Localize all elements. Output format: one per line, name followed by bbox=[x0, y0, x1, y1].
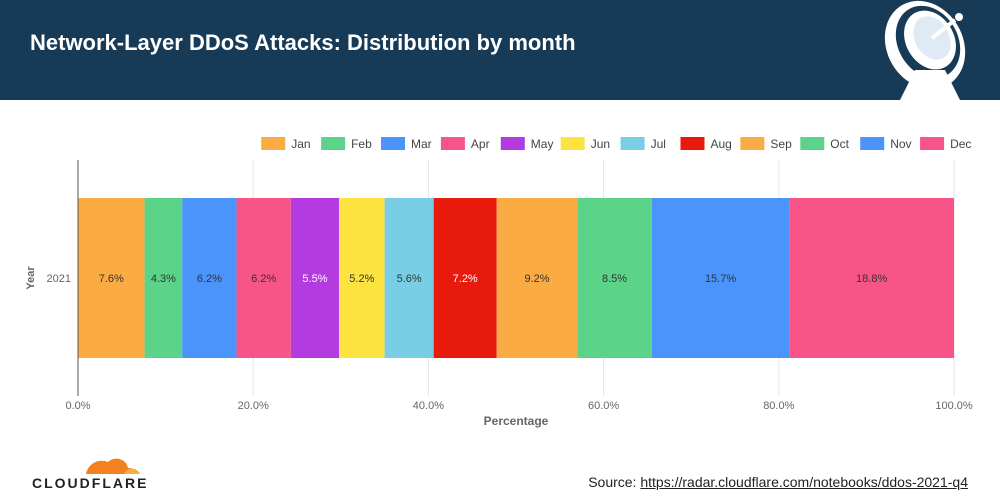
data-label-sep: 9.2% bbox=[524, 273, 549, 285]
bar-dec bbox=[789, 198, 954, 358]
legend-label-may: May bbox=[531, 137, 554, 151]
x-tick-label: 60.0% bbox=[588, 400, 619, 412]
data-label-may: 5.5% bbox=[302, 273, 327, 285]
data-label-apr: 6.2% bbox=[251, 273, 276, 285]
chart-title: Network-Layer DDoS Attacks: Distribution… bbox=[30, 30, 576, 55]
legend-label-nov: Nov bbox=[890, 137, 911, 151]
x-tick-label: 80.0% bbox=[763, 400, 794, 412]
bar-apr bbox=[236, 198, 291, 358]
source-label: Source: bbox=[588, 474, 637, 490]
legend-swatch-feb bbox=[321, 137, 346, 150]
axes: 0.0% 20.0% 40.0% 60.0% 80.0% 100.0% Percentage… bbox=[25, 160, 973, 428]
satellite-dish-icon bbox=[884, 0, 966, 100]
data-label-dec: 18.8% bbox=[856, 273, 887, 285]
legend-label-aug: Aug bbox=[711, 137, 732, 151]
y-axis-label: Year bbox=[25, 266, 37, 290]
source-link[interactable]: https://radar.cloudflare.com/notebooks/d… bbox=[640, 474, 968, 490]
legend-label-feb: Feb bbox=[351, 137, 372, 151]
data-label-nov: 15.7% bbox=[705, 273, 736, 285]
bar-feb bbox=[144, 198, 183, 358]
bar-jul bbox=[384, 198, 434, 358]
legend-label-dec: Dec bbox=[950, 137, 971, 151]
bar-jun bbox=[339, 198, 385, 358]
legend-swatch-oct bbox=[800, 137, 825, 150]
legend-label-jul: Jul bbox=[651, 137, 666, 151]
bar-mar bbox=[182, 198, 237, 358]
legend-label-mar: Mar bbox=[411, 137, 432, 151]
cloudflare-logo-text: CLOUDFLARE bbox=[32, 475, 149, 491]
chart-area: Jan Feb Mar Apr May Jun Jul Aug Sep Oct Nov Dec 7.6… bbox=[0, 100, 1000, 440]
legend-swatch-mar bbox=[381, 137, 405, 150]
data-label-aug: 7.2% bbox=[453, 273, 478, 285]
x-tick-label: 100.0% bbox=[935, 400, 973, 412]
bar-jan bbox=[78, 198, 145, 358]
legend-swatch-apr bbox=[440, 137, 465, 150]
cloudflare-cloud-logo bbox=[86, 458, 140, 474]
data-label-oct: 8.5% bbox=[602, 273, 627, 285]
legend-swatch-dec bbox=[920, 137, 945, 150]
legend-swatch-aug bbox=[680, 137, 705, 150]
data-label-jul: 5.6% bbox=[397, 273, 422, 285]
bar-sep bbox=[496, 198, 578, 358]
legend-swatch-sep bbox=[740, 137, 765, 150]
legend-swatch-jun bbox=[560, 137, 585, 150]
bar-oct bbox=[577, 198, 652, 358]
bars: 7.6% 4.3% 6.2% 6.2% 5.5% 5.2% 5.6% 7.2% 9.2% 8.5%… bbox=[78, 198, 954, 358]
bar-may bbox=[290, 198, 340, 358]
legend-swatch-jan bbox=[261, 137, 286, 150]
x-tick-label: 40.0% bbox=[413, 400, 444, 412]
data-label-jan: 7.6% bbox=[99, 273, 124, 285]
legend-label-jun: Jun bbox=[591, 137, 610, 151]
data-label-mar: 6.2% bbox=[197, 273, 222, 285]
legend-label-oct: Oct bbox=[830, 137, 849, 151]
stacked-bar-chart: Jan Feb Mar Apr May Jun Jul Aug Sep Oct Nov Dec 7.6… bbox=[25, 137, 973, 428]
bar-aug bbox=[433, 198, 497, 358]
legend-label-jan: Jan bbox=[291, 137, 310, 151]
x-tick-label: 20.0% bbox=[238, 400, 269, 412]
header-banner: Network-Layer DDoS Attacks: Distribution… bbox=[0, 0, 1000, 100]
legend: Jan Feb Mar Apr May Jun Jul Aug Sep Oct Nov Dec bbox=[261, 137, 971, 151]
legend-swatch-may bbox=[500, 137, 525, 150]
y-tick-label: 2021 bbox=[47, 273, 71, 285]
legend-label-apr: Apr bbox=[471, 137, 490, 151]
data-label-feb: 4.3% bbox=[151, 273, 176, 285]
bar-nov bbox=[651, 198, 790, 358]
source-note: Source: https://radar.cloudflare.com/not… bbox=[588, 474, 968, 490]
x-tick-label: 0.0% bbox=[65, 400, 90, 412]
legend-label-sep: Sep bbox=[770, 137, 792, 151]
data-label-jun: 5.2% bbox=[349, 273, 374, 285]
x-axis-label: Percentage bbox=[484, 414, 549, 428]
legend-swatch-nov bbox=[860, 137, 885, 150]
legend-swatch-jul bbox=[620, 137, 645, 150]
